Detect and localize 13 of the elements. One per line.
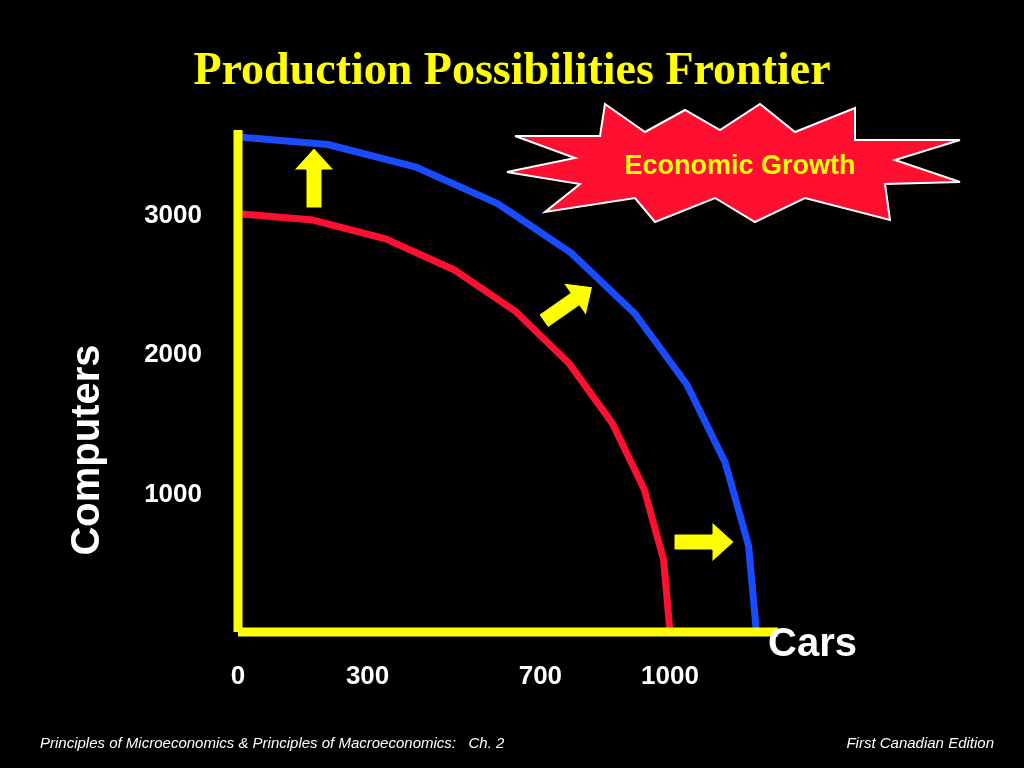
y-tick-label: 1000: [144, 477, 202, 508]
text: Principles of Microeconomics & Principles of Macroeconomics: Ch. 2: [40, 734, 505, 751]
text: First Canadian Edition: [846, 734, 994, 751]
y-tick-label: 2000: [144, 338, 202, 369]
x-tick-label: 1000: [641, 660, 699, 691]
y-axis-title: Computers: [62, 344, 108, 556]
annotation: Economic Growth: [623, 150, 857, 181]
x-axis-title: Cars: [768, 620, 857, 665]
y-tick-label: 3000: [144, 198, 202, 229]
chart-title: Production Possibilities Frontier: [192, 42, 832, 95]
x-tick-label: 0: [230, 660, 246, 691]
x-tick-label: 700: [518, 660, 563, 691]
x-tick-label: 300: [345, 660, 390, 691]
